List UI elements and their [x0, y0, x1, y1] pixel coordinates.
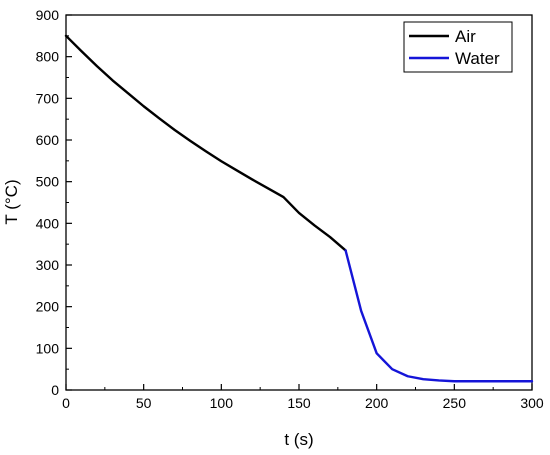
- legend-box: [403, 21, 513, 73]
- y-axis-title: T (°C): [2, 179, 21, 224]
- y-tick-label: 200: [36, 299, 60, 315]
- y-tick-label: 400: [36, 215, 60, 231]
- x-tick-label: 0: [62, 395, 70, 411]
- x-tick-label: 50: [136, 395, 152, 411]
- series-line-water: [344, 249, 534, 383]
- x-tick-label: 300: [520, 395, 544, 411]
- x-axis-title: t (s): [284, 430, 313, 449]
- x-axis-ticks: 0 50 100 150 200 250 300: [62, 384, 544, 411]
- series-line-air: [64, 34, 347, 252]
- y-axis-ticks: 0 100 200 300 400 500 600 700 800 900: [36, 7, 72, 398]
- x-tick-label: 150: [287, 395, 311, 411]
- legend-label-water: Water: [455, 49, 500, 68]
- series-layer: [64, 34, 534, 383]
- x-tick-label: 250: [443, 395, 467, 411]
- y-tick-label: 900: [36, 7, 60, 23]
- x-tick-label: 100: [210, 395, 234, 411]
- y-tick-label: 300: [36, 257, 60, 273]
- legend: Air Water: [403, 21, 513, 73]
- y-tick-label: 100: [36, 340, 60, 356]
- y-tick-label: 0: [51, 382, 59, 398]
- plot-area: [65, 14, 533, 391]
- y-tick-label: 800: [36, 49, 60, 65]
- y-tick-label: 600: [36, 132, 60, 148]
- y-tick-label: 700: [36, 90, 60, 106]
- y-tick-label: 500: [36, 174, 60, 190]
- x-tick-label: 200: [365, 395, 389, 411]
- legend-label-air: Air: [455, 27, 476, 46]
